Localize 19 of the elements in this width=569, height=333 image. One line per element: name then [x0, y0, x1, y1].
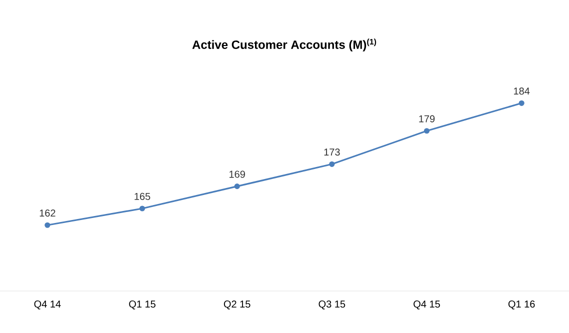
point	[44, 222, 50, 228]
x-tick-label: Q1 15	[129, 300, 156, 310]
x-tick-label: Q4 14	[34, 300, 61, 310]
point	[518, 100, 524, 106]
data-label: 169	[230, 170, 245, 178]
x-tick-label: Q3 15	[318, 300, 346, 310]
data-label: 179	[419, 115, 435, 122]
data-label: 184	[514, 88, 530, 95]
data-label: 162	[40, 210, 56, 217]
point	[329, 161, 335, 167]
x-tick-label: Q4 15	[414, 300, 440, 310]
point	[139, 206, 146, 212]
point	[234, 184, 240, 190]
point	[424, 128, 430, 134]
x-tick-label: Q1 16	[508, 300, 535, 310]
x-tick-label: Q2 15	[224, 300, 250, 310]
chart-title: Active Customer Accounts (M)$^{(1)}$	[192, 38, 376, 52]
data-label: 173	[324, 148, 340, 156]
data-label: 165	[134, 192, 150, 200]
